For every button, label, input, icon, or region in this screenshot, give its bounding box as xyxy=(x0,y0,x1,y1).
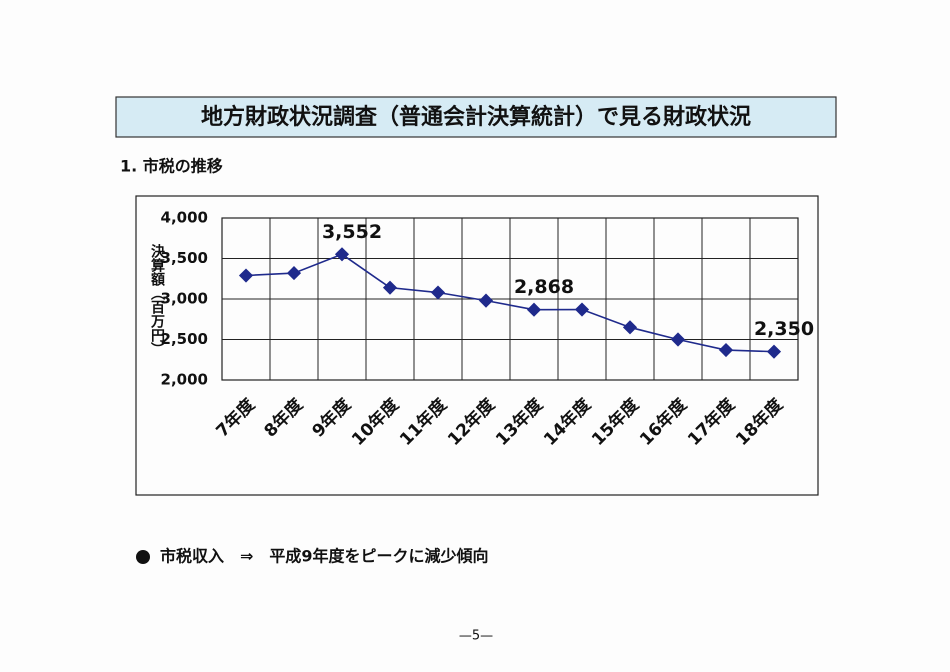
marker xyxy=(238,268,254,283)
title: 地方財政状況調査（普通会計決算統計）で見る財政状況 xyxy=(201,104,751,130)
y-tick-label: 2,500 xyxy=(161,330,208,348)
data-label: 2,868 xyxy=(514,276,574,298)
marker xyxy=(286,266,302,281)
marker xyxy=(622,320,638,335)
marker xyxy=(574,302,590,317)
note: 市税収入 ⇒ 平成9年度をピークに減少傾向 xyxy=(160,547,489,566)
marker xyxy=(766,344,782,359)
line xyxy=(245,253,775,353)
y-tick-label: 4,000 xyxy=(161,209,208,227)
marker xyxy=(526,302,542,317)
marker xyxy=(430,285,446,300)
data-label: 2,350 xyxy=(754,318,814,340)
title-box xyxy=(115,96,837,138)
marker xyxy=(334,247,350,262)
marker xyxy=(670,332,686,347)
y-tick-label: 2,000 xyxy=(161,371,208,389)
y-axis-label: 決算額（百万円） xyxy=(149,243,166,356)
section-heading: 1. 市税の推移 xyxy=(120,157,223,176)
y-tick-label: 3,000 xyxy=(161,290,208,308)
y-tick-label: 3,500 xyxy=(161,249,208,267)
marker xyxy=(382,280,398,295)
marker xyxy=(478,293,494,308)
bullet xyxy=(136,550,150,564)
chart-frame xyxy=(135,195,819,496)
page-number: —5— xyxy=(459,629,493,644)
data-label: 3,552 xyxy=(322,221,382,243)
marker xyxy=(718,342,734,358)
